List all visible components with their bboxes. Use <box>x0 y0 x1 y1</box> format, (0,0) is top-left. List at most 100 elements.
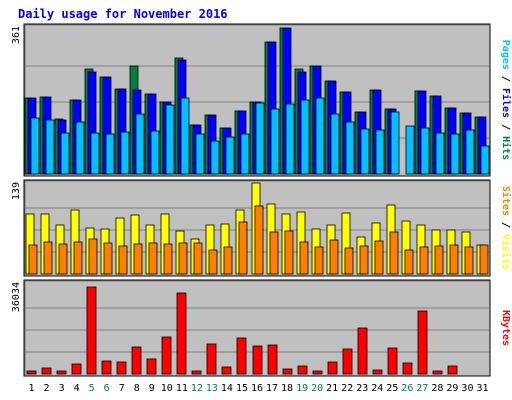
bar-kbytes-day-16 <box>252 345 263 375</box>
bar-pages-day-16 <box>255 102 265 175</box>
bar-sites-day-22 <box>344 247 354 275</box>
chart-title: Daily usage for November 2016 <box>18 7 228 21</box>
bar-kbytes-day-9 <box>146 358 157 375</box>
bar-pages-day-24 <box>375 129 385 175</box>
legend-part: Files <box>500 88 512 118</box>
bar-kbytes-day-1 <box>26 370 37 375</box>
bar-pages-day-6 <box>105 133 115 175</box>
bar-sites-day-15 <box>238 221 248 275</box>
x-tick-label-day-1: 1 <box>29 383 35 394</box>
y-max-label: 361 <box>11 26 22 44</box>
bar-pages-day-26 <box>405 125 415 175</box>
bar-pages-day-2 <box>45 119 55 175</box>
bar-pages-day-8 <box>135 113 145 175</box>
bar-pages-day-7 <box>120 131 130 175</box>
bar-sites-day-8 <box>133 243 143 275</box>
x-tick-label-day-4: 4 <box>74 383 80 394</box>
bar-sites-day-24 <box>374 240 384 275</box>
bar-sites-day-10 <box>163 243 173 275</box>
x-tick-label-day-6: 6 <box>104 383 110 394</box>
bar-pages-day-9 <box>150 130 160 175</box>
x-tick-label-day-5: 5 <box>89 383 95 394</box>
x-axis: 1 2 3 4 5 6 7 8 9 10 11 12 13 14 15 16 17 18 19 20 21 22 23 24 2… <box>29 383 489 394</box>
bar-sites-day-28 <box>434 245 444 275</box>
bar-pages-day-5 <box>90 132 100 175</box>
x-tick-label-day-9: 9 <box>149 383 155 394</box>
bar-kbytes-day-26 <box>402 362 413 375</box>
legend-part: Pages <box>500 40 511 70</box>
bar-pages-day-13 <box>210 140 220 175</box>
bar-kbytes-day-11 <box>176 292 187 375</box>
legend-part: / <box>500 70 511 88</box>
x-tick-label-day-24: 24 <box>371 383 383 394</box>
bar-pages-day-27 <box>420 127 430 175</box>
legend-part: Hits <box>500 136 512 160</box>
bar-pages-day-10 <box>165 104 175 175</box>
x-tick-label-day-14: 14 <box>221 383 233 394</box>
bar-pages-day-18 <box>285 103 295 175</box>
bar-sites-day-20 <box>314 246 324 275</box>
x-tick-label-day-25: 25 <box>386 383 398 394</box>
bar-kbytes-day-2 <box>41 367 52 375</box>
legend-part: / <box>500 216 511 234</box>
bar-kbytes-day-6 <box>101 360 112 375</box>
bar-kbytes-day-3 <box>56 370 67 375</box>
panel-kbytes: 36034 KBytes <box>11 279 511 377</box>
bar-pages-day-11 <box>180 97 190 175</box>
x-tick-label-day-17: 17 <box>266 383 278 394</box>
legend-part: / <box>500 118 511 136</box>
x-tick-label-day-23: 23 <box>356 383 368 394</box>
legend-part: Visits <box>500 234 512 270</box>
bar-sites-day-14 <box>223 246 233 275</box>
bar-kbytes-day-18 <box>282 368 293 375</box>
bar-sites-day-7 <box>118 245 128 275</box>
bar-sites-day-21 <box>329 239 339 275</box>
y-max-label: 139 <box>11 182 22 200</box>
bar-kbytes-day-27 <box>417 310 428 375</box>
bar-pages-day-15 <box>240 133 250 175</box>
bar-sites-day-6 <box>103 242 113 275</box>
bar-pages-day-21 <box>330 113 340 175</box>
y-max-label: 36034 <box>11 282 22 312</box>
bar-pages-day-29 <box>450 133 460 175</box>
bar-sites-day-27 <box>419 246 429 275</box>
bar-sites-day-30 <box>464 246 474 275</box>
panel-visits-sites: 139 Sites / Visits <box>11 179 512 277</box>
bar-sites-day-19 <box>299 241 309 275</box>
bar-sites-day-2 <box>43 241 53 275</box>
x-tick-label-day-26: 26 <box>401 383 413 394</box>
x-tick-label-day-31: 31 <box>476 383 488 394</box>
x-tick-label-day-7: 7 <box>119 383 125 394</box>
x-tick-label-day-15: 15 <box>236 383 248 394</box>
bar-kbytes-day-19 <box>297 365 308 375</box>
bar-sites-day-16 <box>254 205 264 275</box>
bar-kbytes-day-28 <box>432 370 443 375</box>
bar-pages-day-4 <box>75 121 85 175</box>
bar-kbytes-day-25 <box>387 347 398 375</box>
bar-kbytes-day-21 <box>327 361 338 375</box>
bar-sites-day-31 <box>479 244 489 275</box>
chart-panels: 361 Pages / Files / Hits 139 Sites / Visits… <box>11 23 512 377</box>
bar-kbytes-day-7 <box>116 361 127 375</box>
bar-pages-day-28 <box>435 132 445 175</box>
bar-kbytes-day-10 <box>161 336 172 375</box>
bar-sites-day-11 <box>178 242 188 275</box>
bar-sites-day-25 <box>389 231 399 275</box>
bar-sites-day-17 <box>269 231 279 275</box>
bar-sites-day-1 <box>28 244 38 275</box>
bar-pages-day-23 <box>360 128 370 175</box>
bar-pages-day-14 <box>225 136 235 175</box>
bar-kbytes-day-12 <box>191 370 202 375</box>
x-tick-label-day-16: 16 <box>251 383 263 394</box>
bar-kbytes-day-8 <box>131 346 142 375</box>
x-tick-label-day-12: 12 <box>191 383 203 394</box>
bar-kbytes-day-4 <box>71 363 82 375</box>
bar-pages-day-17 <box>270 108 280 175</box>
x-tick-label-day-3: 3 <box>59 383 65 394</box>
bar-kbytes-day-20 <box>312 370 323 375</box>
bar-sites-day-23 <box>359 245 369 275</box>
bar-pages-day-30 <box>465 129 475 175</box>
bar-pages-day-1 <box>30 117 40 175</box>
